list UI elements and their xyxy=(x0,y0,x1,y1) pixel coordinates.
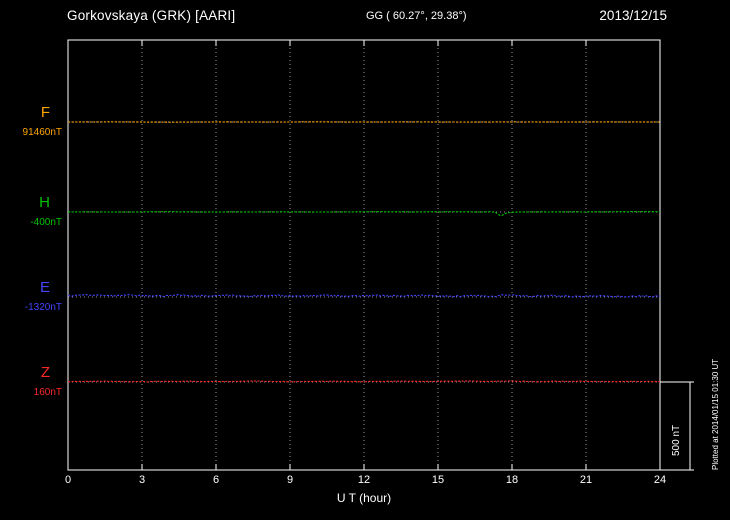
scale-bar xyxy=(660,381,694,471)
x-axis-title: U T (hour) xyxy=(336,491,392,505)
component-label-F: F xyxy=(40,104,50,121)
x-tick-label-0: 0 xyxy=(64,474,72,486)
scale-bar-label: 500 nT xyxy=(671,424,682,456)
trace-F xyxy=(67,121,661,123)
plot-date: 2013/12/15 xyxy=(599,8,667,23)
x-tick-label-15: 15 xyxy=(431,474,445,486)
baseline-value-H: -400nT xyxy=(30,217,62,228)
axes xyxy=(67,39,661,471)
trace-E xyxy=(67,293,661,298)
trace-H xyxy=(67,210,661,216)
x-tick-label-21: 21 xyxy=(579,474,593,486)
component-label-Z: Z xyxy=(40,364,50,381)
baseline-value-F: 91460nT xyxy=(22,127,62,138)
station-coordinates: GG ( 60.27°, 29.38°) xyxy=(366,10,467,22)
x-tick-label-18: 18 xyxy=(505,474,519,486)
gridlines xyxy=(141,40,587,470)
component-label-E: E xyxy=(39,279,50,296)
plotted-at-note: Plotted at 2014/01/15 01:30 UT xyxy=(711,358,720,470)
x-tick-label-3: 3 xyxy=(138,474,146,486)
x-tick-label-9: 9 xyxy=(286,474,294,486)
station-title: Gorkovskaya (GRK) [AARI] xyxy=(67,8,236,23)
component-label-H: H xyxy=(39,194,50,211)
baseline-value-Z: 160nT xyxy=(33,387,62,398)
baseline-value-E: -1320nT xyxy=(24,302,62,313)
x-tick-label-24: 24 xyxy=(653,474,667,486)
x-tick-label-12: 12 xyxy=(357,474,371,486)
x-tick-label-6: 6 xyxy=(212,474,220,486)
